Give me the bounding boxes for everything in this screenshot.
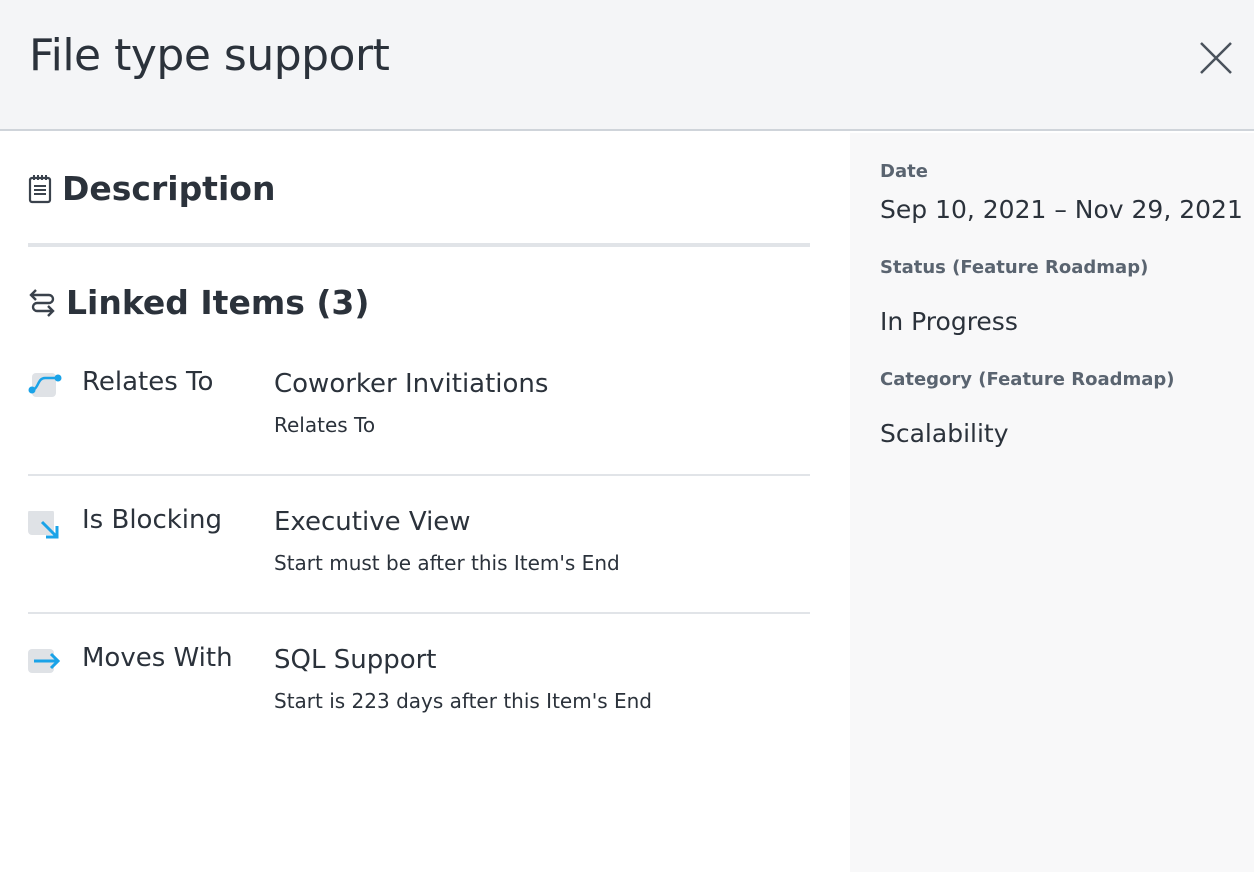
link-type: Is Blocking xyxy=(82,505,223,535)
row-divider xyxy=(28,474,810,476)
linked-item-name[interactable]: SQL Support xyxy=(274,645,437,675)
category-value[interactable]: Scalability xyxy=(880,419,1009,448)
page-title: File type support xyxy=(29,30,390,81)
details-sidebar: Date Sep 10, 2021 – Nov 29, 2021 Status … xyxy=(850,133,1254,872)
description-heading: Description xyxy=(28,169,275,208)
swap-arrows-icon xyxy=(29,288,55,317)
link-detail: Start must be after this Item's End xyxy=(274,551,620,575)
date-value[interactable]: Sep 10, 2021 – Nov 29, 2021 xyxy=(880,195,1243,224)
moves-with-icon xyxy=(28,649,61,673)
linked-items-heading: Linked Items (3) xyxy=(28,283,369,322)
link-type: Moves With xyxy=(82,643,233,673)
section-divider xyxy=(28,243,810,247)
status-label: Status (Feature Roadmap) xyxy=(880,257,1149,278)
link-type: Relates To xyxy=(82,367,214,397)
modal-header: File type support xyxy=(0,0,1254,131)
close-icon[interactable] xyxy=(1198,40,1234,76)
main-panel: Description Linked Items (3) Relates To … xyxy=(0,133,850,872)
date-label: Date xyxy=(880,161,928,182)
relates-to-icon xyxy=(28,373,62,397)
status-value[interactable]: In Progress xyxy=(880,307,1018,336)
linked-item-name[interactable]: Executive View xyxy=(274,507,471,537)
linked-items-title: Linked Items (3) xyxy=(66,283,370,322)
notepad-icon xyxy=(28,174,52,203)
link-detail: Relates To xyxy=(274,413,376,437)
linked-item-name[interactable]: Coworker Invitiations xyxy=(274,369,549,399)
is-blocking-icon xyxy=(28,511,59,539)
category-label: Category (Feature Roadmap) xyxy=(880,369,1175,390)
row-divider xyxy=(28,612,810,614)
description-title: Description xyxy=(62,169,276,208)
link-detail: Start is 223 days after this Item's End xyxy=(274,689,652,713)
